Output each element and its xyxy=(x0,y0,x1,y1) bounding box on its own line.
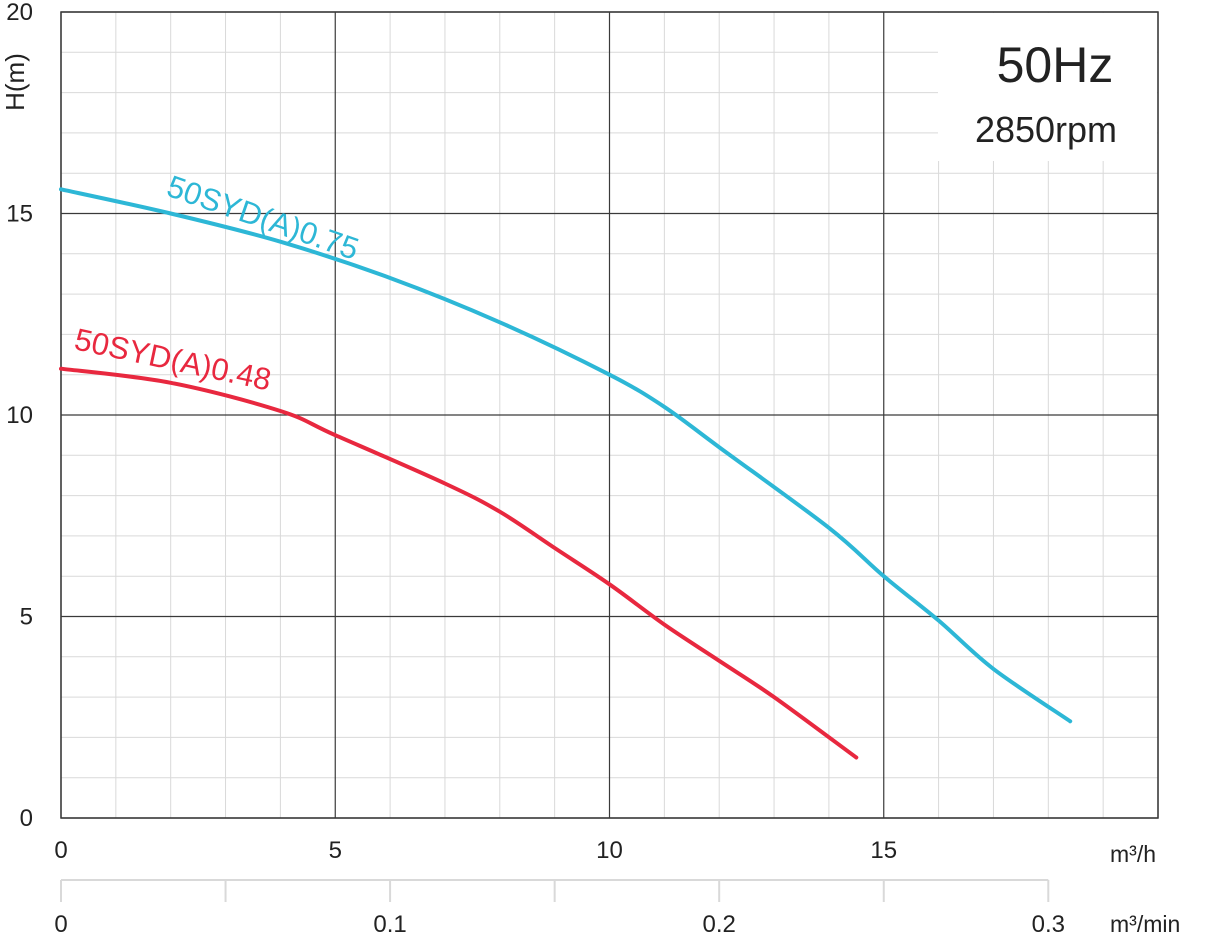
x-tick-labels: 0 5 10 15 xyxy=(54,837,897,864)
y-tick-label: 5 xyxy=(20,604,33,631)
x-tick-label: 15 xyxy=(870,837,897,864)
series-line-0 xyxy=(59,187,1073,724)
y-tick-label: 0 xyxy=(20,805,33,832)
x2-tick-label: 0.2 xyxy=(703,911,736,936)
series-line-1 xyxy=(59,366,859,760)
x2-tick-label: 0 xyxy=(54,911,67,936)
x-tick-label: 10 xyxy=(596,837,623,864)
x2-tick-label: 0.1 xyxy=(373,911,406,936)
x-axis-label: m³/h xyxy=(1110,841,1156,867)
x-tick-label: 0 xyxy=(54,837,67,864)
series-label-50syd-a-048: 50SYD(A)0.48 xyxy=(72,322,275,398)
y-tick-label: 10 xyxy=(6,402,33,429)
title-box xyxy=(938,13,1157,161)
chart-subtitle: 2850rpm xyxy=(975,109,1117,150)
plot-frame xyxy=(60,11,1159,819)
y-axis-label: H(m) xyxy=(0,53,30,111)
secondary-x-axis: 0 0.1 0.2 0.3 xyxy=(54,879,1065,936)
x2-tick-label: 0.3 xyxy=(1032,911,1065,936)
x-tick-label: 5 xyxy=(329,837,342,864)
y-tick-label: 15 xyxy=(6,201,33,228)
y-tick-label: 20 xyxy=(6,0,33,26)
chart-title: 50Hz xyxy=(997,37,1114,93)
y-tick-labels: 0 5 10 15 20 xyxy=(6,0,33,832)
x2-axis-label: m³/min xyxy=(1110,911,1180,936)
series-lines xyxy=(59,187,1073,760)
